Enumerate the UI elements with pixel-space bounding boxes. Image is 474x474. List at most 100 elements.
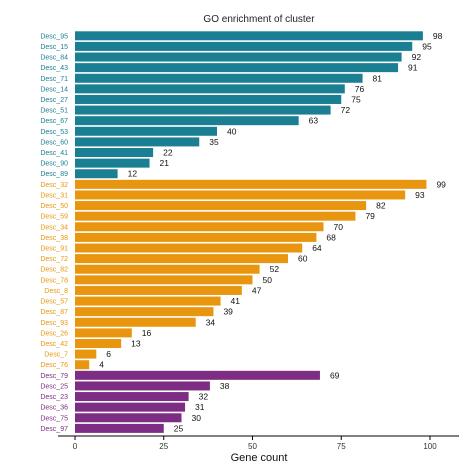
data-label: 34 <box>206 317 216 327</box>
data-label: 16 <box>142 328 152 338</box>
data-label: 50 <box>263 275 273 285</box>
bars-group <box>75 31 427 433</box>
data-label: 69 <box>330 370 340 380</box>
chart-title: GO enrichment of cluster <box>203 14 315 25</box>
data-label: 76 <box>355 84 365 94</box>
y-tick-label: Desc_59 <box>40 214 68 221</box>
bar-desc-42 <box>75 339 122 348</box>
data-label: 92 <box>412 52 422 62</box>
y-tick-label: Desc_87 <box>40 309 68 316</box>
x-tick-label: 100 <box>423 442 437 451</box>
y-tick-label: Desc_82 <box>40 267 68 274</box>
bar-desc-78 <box>75 275 253 285</box>
data-label: 12 <box>128 169 138 179</box>
data-label: 40 <box>227 126 237 136</box>
y-tick-label: Desc_15 <box>40 44 68 51</box>
y-tick-label: Desc_90 <box>40 161 68 168</box>
bar-desc-14 <box>75 84 345 94</box>
y-tick-label: Desc_72 <box>40 256 68 263</box>
bar-desc-57 <box>75 296 221 306</box>
data-label: 35 <box>209 137 219 147</box>
bar-desc-43 <box>75 63 399 73</box>
bar-desc-90 <box>75 158 150 168</box>
y-tick-label: Desc_60 <box>40 139 68 146</box>
x-tick-label: 0 <box>73 442 78 451</box>
x-axis-title: Gene count <box>231 452 288 464</box>
bar-desc-75 <box>75 413 182 423</box>
data-label: 95 <box>422 41 432 51</box>
data-label: 72 <box>341 105 351 115</box>
bar-desc-89 <box>75 169 118 179</box>
bar-desc-51 <box>75 105 331 115</box>
data-label: 93 <box>415 190 425 200</box>
y-tick-label: Desc_32 <box>40 182 68 189</box>
data-label: 13 <box>131 339 141 349</box>
bar-desc-36 <box>75 402 186 412</box>
data-label: 41 <box>231 296 241 306</box>
data-label: 75 <box>351 94 361 104</box>
bar-desc-8 <box>75 285 242 295</box>
y-tick-label: Desc_84 <box>40 55 68 62</box>
bar-desc-95 <box>75 31 423 41</box>
y-tick-label: Desc_8 <box>44 288 68 295</box>
y-tick-label: Desc_75 <box>40 415 68 422</box>
x-ticks: 0 25 50 75 100 <box>73 436 437 451</box>
data-label: 52 <box>270 264 280 274</box>
bar-desc-84 <box>75 52 402 62</box>
bar-desc-34 <box>75 222 324 232</box>
y-tick-label: Desc_38 <box>40 235 68 242</box>
data-label: 30 <box>192 413 202 423</box>
data-label: 79 <box>365 211 375 221</box>
y-tick-label: Desc_93 <box>40 320 68 327</box>
y-tick-label: Desc_53 <box>40 129 68 136</box>
data-label: 47 <box>252 285 262 295</box>
data-label: 63 <box>309 116 319 126</box>
data-label: 39 <box>223 307 233 317</box>
bar-desc-25 <box>75 381 210 391</box>
bar-desc-31 <box>75 190 406 200</box>
y-tick-label: Desc_14 <box>40 86 68 93</box>
bar-desc-26 <box>75 328 132 338</box>
bar-desc-76 <box>75 360 90 370</box>
bar-desc-91 <box>75 243 303 253</box>
y-tick-label: Desc_36 <box>40 405 68 412</box>
y-tick-label: Desc_89 <box>40 171 68 178</box>
data-label: 25 <box>174 423 184 433</box>
y-tick-label: Desc_42 <box>40 341 68 348</box>
y-tick-label: Desc_34 <box>40 224 68 231</box>
bar-desc-93 <box>75 317 196 327</box>
y-tick-label: Desc_41 <box>40 150 68 157</box>
bar-desc-82 <box>75 264 260 274</box>
data-label: 91 <box>408 63 418 73</box>
bar-desc-87 <box>75 307 214 317</box>
y-tick-label: Desc_23 <box>40 394 68 401</box>
data-label: 99 <box>436 179 446 189</box>
y-tick-label: Desc_78 <box>40 277 68 284</box>
data-label: 4 <box>99 360 104 370</box>
y-tick-label: Desc_91 <box>40 246 68 253</box>
x-tick-label: 25 <box>159 442 168 451</box>
y-tick-label: Desc_25 <box>40 383 68 390</box>
y-tick-label: Desc_97 <box>40 426 68 433</box>
data-label: 6 <box>106 349 111 359</box>
bar-desc-41 <box>75 148 154 158</box>
bar-desc-50 <box>75 201 367 211</box>
bar-desc-60 <box>75 137 200 147</box>
bar-desc-97 <box>75 423 164 433</box>
x-tick-label: 75 <box>337 442 346 451</box>
y-tick-label: Desc_76 <box>40 362 68 369</box>
y-tick-label: Desc_7 <box>44 352 68 359</box>
bar-desc-23 <box>75 392 189 402</box>
data-label: 82 <box>376 201 386 211</box>
bar-desc-53 <box>75 126 217 136</box>
bar-desc-71 <box>75 73 363 83</box>
data-label: 81 <box>373 73 383 83</box>
data-label: 68 <box>326 232 336 242</box>
data-label: 22 <box>163 148 173 158</box>
data-label: 32 <box>199 392 209 402</box>
bar-desc-32 <box>75 179 427 189</box>
y-tick-label: Desc_43 <box>40 65 68 72</box>
data-label: 21 <box>160 158 170 168</box>
